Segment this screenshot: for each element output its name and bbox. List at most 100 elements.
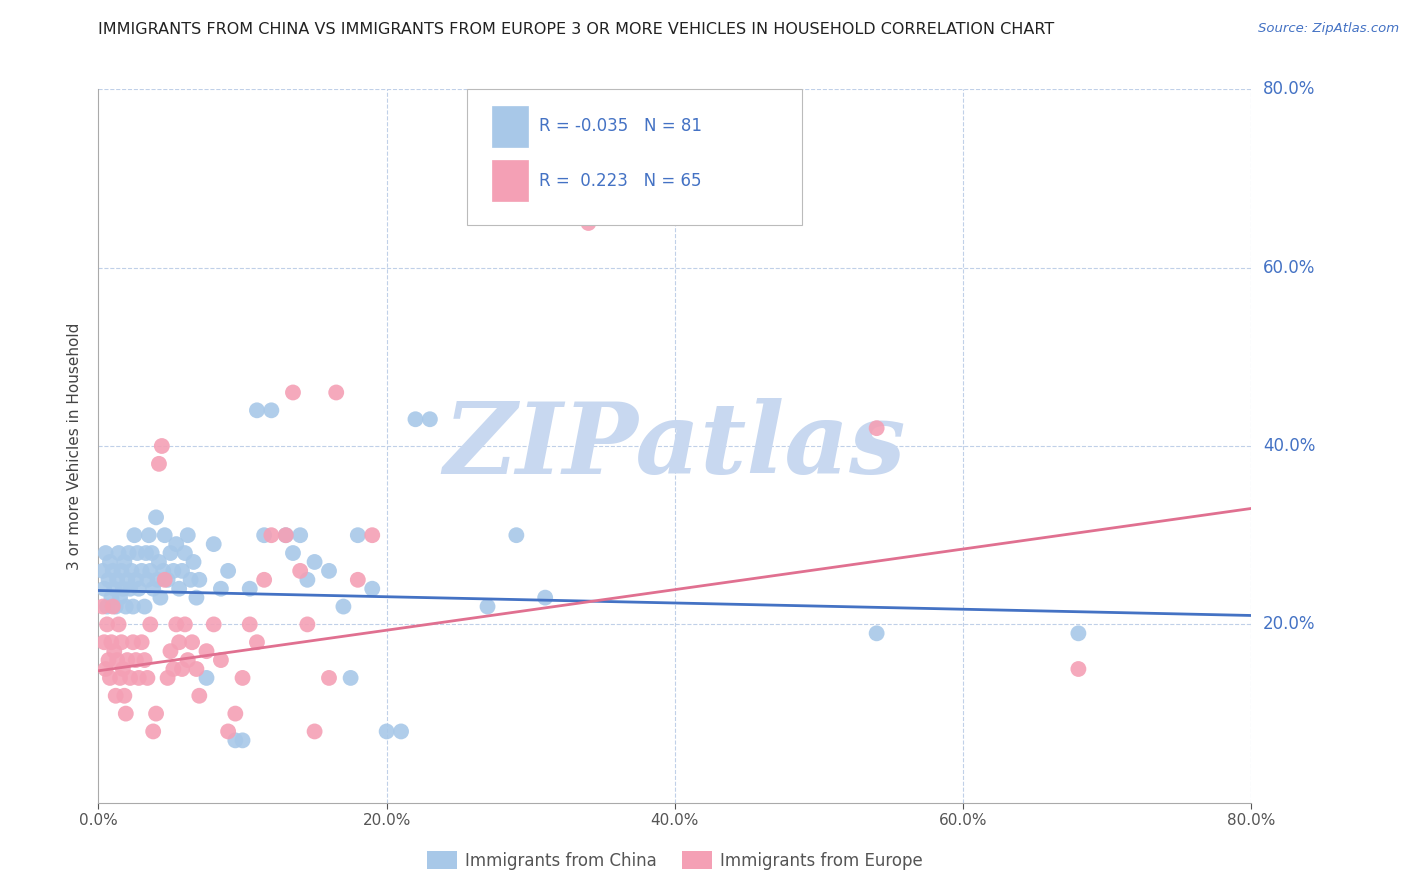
Point [224, 733, 246, 747]
Point [304, 724, 326, 739]
Point [94, 662, 117, 676]
Point [361, 582, 384, 596]
Point [290, 564, 312, 578]
Text: 80.0%: 80.0% [1263, 80, 1315, 98]
Text: 20.0%: 20.0% [1263, 615, 1316, 633]
Point [209, 653, 232, 667]
Point [202, 537, 225, 551]
Point [135, 546, 157, 560]
Point [281, 546, 304, 560]
Point [156, 671, 179, 685]
Point [96, 617, 118, 632]
Point [98, 671, 121, 685]
Point [94, 546, 117, 560]
Point [112, 689, 135, 703]
FancyBboxPatch shape [492, 160, 529, 201]
Point [325, 385, 347, 400]
Point [93, 635, 115, 649]
Point [274, 528, 297, 542]
Point [108, 671, 131, 685]
Point [202, 617, 225, 632]
Point [100, 635, 122, 649]
Point [93, 582, 115, 596]
Point [91, 564, 114, 578]
Point [139, 564, 162, 578]
Point [105, 653, 128, 667]
Point [174, 617, 197, 632]
Point [108, 591, 131, 605]
Point [339, 671, 361, 685]
Point [127, 546, 149, 560]
Point [318, 671, 340, 685]
Legend: Immigrants from China, Immigrants from Europe: Immigrants from China, Immigrants from E… [420, 845, 929, 877]
Point [162, 564, 184, 578]
Point [177, 653, 200, 667]
Point [107, 546, 129, 560]
Point [142, 724, 165, 739]
Point [101, 599, 124, 614]
Point [188, 573, 211, 587]
Point [346, 528, 368, 542]
Point [120, 671, 142, 685]
Point [121, 564, 143, 578]
Point [217, 724, 239, 739]
Point [152, 564, 174, 578]
Point [114, 706, 136, 721]
Point [231, 671, 254, 685]
Point [111, 662, 134, 676]
Point [419, 412, 441, 426]
Point [145, 706, 167, 721]
Point [100, 591, 122, 605]
Point [297, 573, 319, 587]
Point [304, 555, 326, 569]
Point [186, 591, 208, 605]
Point [180, 573, 202, 587]
Point [110, 635, 132, 649]
Point [139, 617, 162, 632]
Point [104, 599, 127, 614]
Point [136, 671, 159, 685]
Point [114, 599, 136, 614]
Point [246, 635, 269, 649]
Point [124, 528, 146, 542]
Point [165, 537, 187, 551]
Point [195, 644, 218, 658]
Point [97, 653, 120, 667]
Point [177, 528, 200, 542]
Point [260, 403, 283, 417]
Point [125, 573, 148, 587]
Point [1067, 662, 1090, 676]
Point [150, 439, 173, 453]
Point [260, 528, 283, 542]
Point [110, 564, 132, 578]
Point [148, 457, 170, 471]
Text: 60.0%: 60.0% [1263, 259, 1315, 277]
Point [167, 635, 190, 649]
Point [375, 724, 398, 739]
Point [96, 599, 118, 614]
Point [153, 528, 176, 542]
Point [253, 573, 276, 587]
Point [361, 528, 384, 542]
Point [107, 617, 129, 632]
Point [389, 724, 412, 739]
Point [156, 573, 179, 587]
Point [246, 403, 269, 417]
Text: 40.0%: 40.0% [1263, 437, 1315, 455]
Point [253, 528, 276, 542]
Point [181, 635, 204, 649]
Point [162, 662, 184, 676]
Point [159, 644, 181, 658]
FancyBboxPatch shape [492, 106, 529, 147]
Point [112, 555, 135, 569]
Point [103, 582, 125, 596]
Text: Source: ZipAtlas.com: Source: ZipAtlas.com [1258, 22, 1399, 36]
Point [534, 591, 557, 605]
Point [105, 573, 128, 587]
FancyBboxPatch shape [467, 89, 801, 225]
Point [274, 528, 297, 542]
Point [231, 733, 254, 747]
Point [224, 706, 246, 721]
Point [134, 599, 156, 614]
Point [297, 617, 319, 632]
